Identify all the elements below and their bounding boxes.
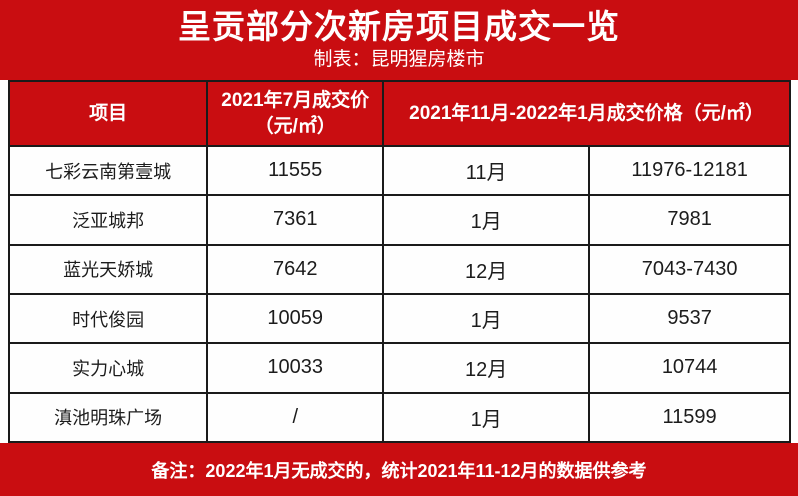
col-header-project: 项目	[7, 80, 209, 147]
july-price: /	[206, 391, 385, 444]
table-wrap: 项目 2021年7月成交价 （元/㎡） 2021年11月-2022年1月成交价格…	[0, 80, 798, 444]
page-title: 呈贡部分次新房项目成交一览	[178, 7, 620, 45]
month: 11月	[382, 144, 591, 197]
page-subtitle: 制表：昆明猩房楼市	[313, 49, 485, 71]
price: 9537	[588, 292, 791, 345]
table-row: 七彩云南第壹城 11555 11月 11976-12181	[7, 144, 791, 197]
table-row: 蓝光天娇城 7642 12月 7043-7430	[7, 243, 791, 295]
month: 1月	[382, 292, 591, 345]
project-name: 七彩云南第壹城	[7, 144, 209, 197]
table-row: 滇池明珠广场 / 1月 11599	[7, 391, 791, 444]
july-price: 10033	[206, 342, 385, 394]
month: 1月	[382, 391, 591, 444]
table-row: 时代俊园 10059 1月 9537	[7, 292, 791, 345]
price: 7043-7430	[588, 243, 791, 295]
transactions-table: 项目 2021年7月成交价 （元/㎡） 2021年11月-2022年1月成交价格…	[7, 80, 791, 444]
july-price: 7642	[206, 243, 385, 295]
project-name: 滇池明珠广场	[7, 391, 209, 444]
table-row: 泛亚城邦 7361 1月 7981	[7, 194, 791, 246]
banner: 呈贡部分次新房项目成交一览 制表：昆明猩房楼市	[0, 0, 798, 80]
project-name: 实力心城	[7, 342, 209, 394]
price: 11976-12181	[588, 144, 791, 197]
project-name: 时代俊园	[7, 292, 209, 345]
table-header-row: 项目 2021年7月成交价 （元/㎡） 2021年11月-2022年1月成交价格…	[7, 80, 791, 147]
price: 11599	[588, 391, 791, 444]
july-price: 11555	[206, 144, 385, 197]
footer-note: 备注：2022年1月无成交的，统计2021年11-12月的数据供参考	[151, 460, 647, 481]
price: 10744	[588, 342, 791, 394]
footer-note-bar: 备注：2022年1月无成交的，统计2021年11-12月的数据供参考	[0, 443, 798, 496]
project-name: 泛亚城邦	[7, 194, 209, 246]
table-row: 实力心城 10033 12月 10744	[7, 342, 791, 394]
col-header-nov-jan-price: 2021年11月-2022年1月成交价格（元/㎡）	[382, 80, 791, 147]
july-price: 7361	[206, 194, 385, 246]
project-name: 蓝光天娇城	[7, 243, 209, 295]
month: 1月	[382, 194, 591, 246]
month: 12月	[382, 342, 591, 394]
col-header-july-price: 2021年7月成交价 （元/㎡）	[206, 80, 385, 147]
price: 7981	[588, 194, 791, 246]
month: 12月	[382, 243, 591, 295]
july-price: 10059	[206, 292, 385, 345]
